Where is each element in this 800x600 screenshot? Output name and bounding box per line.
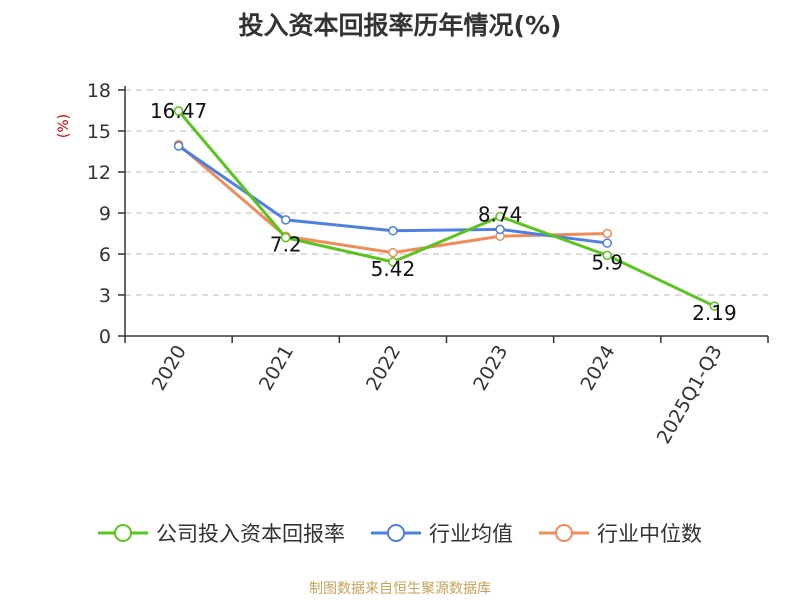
data-point [281, 232, 291, 243]
y-tick-label: 18 [87, 80, 111, 102]
data-point [281, 215, 291, 225]
source-note: 制图数据来自恒生聚源数据库 [309, 581, 491, 597]
x-tick-label: 2024 [576, 342, 619, 395]
legend-item-company[interactable]: 公司投入资本回报率 [98, 518, 345, 548]
legend: 公司投入资本回报率 行业均值 行业中位数 [0, 518, 800, 548]
x-tick-label: 2021 [255, 342, 298, 395]
data-point [495, 211, 505, 222]
data-point [173, 141, 184, 151]
data-point [388, 247, 398, 258]
x-tick-label: 2020 [148, 342, 191, 395]
y-tick-label: 3 [99, 285, 111, 307]
data-label: 5.9 [591, 250, 623, 274]
data-label: 8.74 [478, 203, 523, 227]
data-point [388, 226, 398, 236]
legend-item-industry-mean[interactable]: 行业均值 [371, 518, 513, 548]
x-tick-label: 2022 [362, 342, 405, 395]
y-tick-label: 15 [87, 121, 111, 143]
legend-label-industry-median: 行业中位数 [597, 522, 702, 546]
data-label: 5.42 [371, 257, 416, 281]
data-point [602, 238, 612, 248]
legend-marker-company [98, 524, 148, 542]
series-line [177, 109, 716, 308]
data-point [709, 301, 720, 311]
data-label: 7.2 [270, 233, 302, 257]
y-axis-label: (%) [56, 114, 72, 138]
legend-label-industry-mean: 行业均值 [429, 522, 513, 546]
data-point [173, 106, 184, 116]
legend-marker-industry-median [539, 524, 589, 542]
line-chart: 0 3 6 9 12 15 18 (%) 2020 2021 2022 2023 2024 2025Q1-… [56, 80, 769, 448]
x-tick-label: 2025Q1-Q3 [653, 342, 727, 448]
y-tick-label: 12 [87, 162, 111, 184]
y-tick-label: 6 [99, 244, 111, 266]
series-line [177, 143, 608, 255]
data-point [602, 228, 612, 239]
data-point [602, 250, 612, 261]
legend-label-company: 公司投入资本回报率 [156, 522, 345, 546]
data-label: 2.19 [692, 301, 737, 325]
legend-marker-industry-mean [371, 524, 421, 542]
data-label: 16.47 [150, 99, 207, 123]
legend-item-industry-median[interactable]: 行业中位数 [539, 518, 702, 548]
y-tick-label: 9 [99, 203, 111, 225]
chart-title: 投入资本回报率历年情况(%) [238, 11, 562, 40]
x-tick-label: 2023 [469, 342, 512, 395]
y-tick-label: 0 [99, 326, 111, 348]
data-point [495, 224, 505, 235]
data-point [388, 257, 398, 267]
